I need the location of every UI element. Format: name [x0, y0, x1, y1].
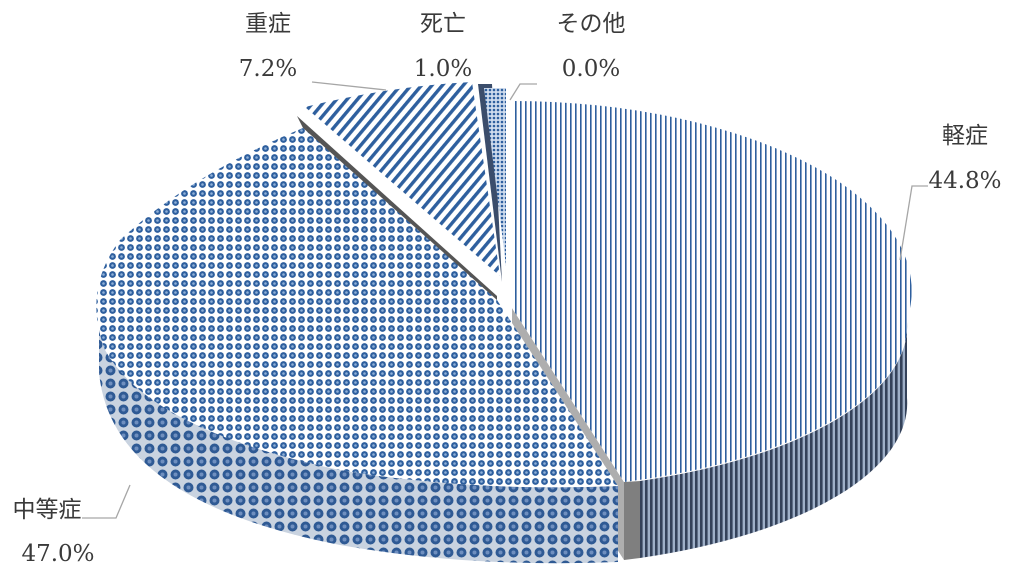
- label-shibou: 死亡 1.0%: [414, 11, 472, 82]
- leader-line-chutoshou: [82, 484, 131, 519]
- slice-sonota-top: [484, 88, 506, 266]
- label-shibou-value: 1.0%: [414, 56, 472, 82]
- slice-shibou-top: [478, 84, 502, 282]
- slice-chutoshou: [96, 116, 618, 564]
- label-chutoshou-name: 中等症: [13, 497, 82, 523]
- slice-sonota: [484, 88, 506, 266]
- label-keisho-name: 軽症: [942, 123, 988, 149]
- label-sonota: その他 0.0%: [557, 11, 626, 82]
- label-keisho-value: 44.8%: [928, 168, 1001, 194]
- label-chutoshou: 中等症 47.0%: [13, 497, 95, 567]
- slice-keisho-top: [512, 101, 912, 482]
- label-jusho-name: 重症: [245, 11, 291, 37]
- leader-line-keisho: [899, 185, 928, 261]
- label-jusho-value: 7.2%: [239, 56, 297, 82]
- label-jusho: 重症 7.2%: [239, 11, 297, 82]
- label-chutoshou-value: 47.0%: [21, 541, 94, 567]
- slice-jusho: [305, 82, 500, 276]
- slice-chutoshou-side: [99, 300, 618, 564]
- label-keisho: 軽症 44.8%: [928, 123, 1001, 194]
- label-shibou-name: 死亡: [420, 11, 466, 37]
- label-sonota-value: 0.0%: [562, 56, 620, 82]
- slice-jusho-top: [305, 82, 500, 276]
- slice-keisho-front-wall: [624, 481, 640, 560]
- leader-line-sonota: [509, 83, 537, 101]
- slice-chutoshou-top: [96, 128, 618, 488]
- slice-keisho-side: [640, 322, 908, 558]
- leader-line-jusho: [311, 81, 387, 91]
- slice-shibou: [478, 84, 502, 282]
- label-sonota-name: その他: [557, 11, 626, 37]
